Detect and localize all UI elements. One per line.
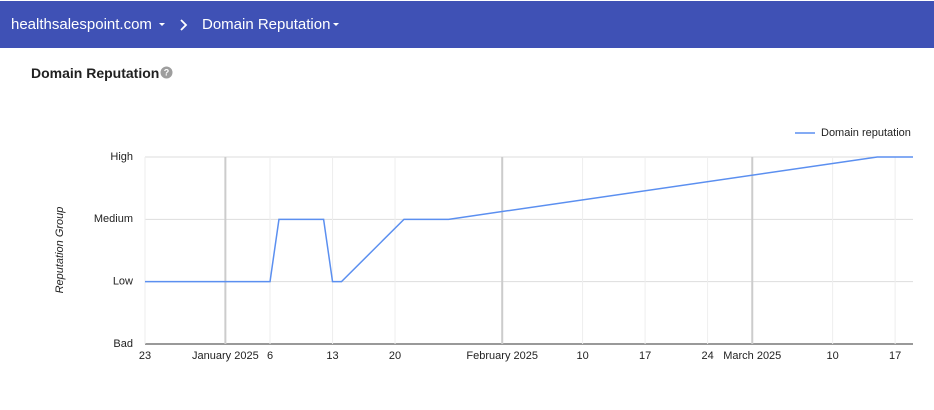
- x-tick-label: January 2025: [192, 350, 259, 362]
- panel-title: Domain Reputation: [31, 65, 160, 81]
- help-icon[interactable]: ?: [160, 66, 173, 79]
- y-tick-label: Low: [113, 276, 133, 288]
- y-tick-label: Medium: [94, 213, 133, 225]
- x-tick-label: 13: [326, 350, 338, 362]
- x-tick-label: 6: [267, 350, 273, 362]
- top-bar: healthsalespoint.com Domain Reputation: [0, 1, 934, 48]
- x-tick-label: 20: [389, 350, 401, 362]
- x-tick-label: February 2025: [466, 350, 538, 362]
- x-tick-label: 10: [827, 350, 839, 362]
- x-tick-label: 23: [139, 350, 151, 362]
- y-tick-label: Bad: [113, 338, 133, 350]
- dropdown-icon: [159, 23, 165, 26]
- x-tick-label: 17: [889, 350, 901, 362]
- data-line: [145, 156, 913, 283]
- x-tick-label: 24: [701, 350, 713, 362]
- y-tick-label: High: [110, 151, 133, 163]
- section-selector[interactable]: Domain Reputation: [202, 16, 331, 33]
- dropdown-icon: [333, 23, 339, 26]
- y-axis-label: Reputation Group: [54, 207, 66, 294]
- chevron: [180, 19, 188, 31]
- domain-selector[interactable]: healthsalespoint.com: [11, 16, 152, 33]
- x-tick-label: March 2025: [723, 350, 781, 362]
- x-tick-label: 10: [576, 350, 588, 362]
- svg-text:?: ?: [164, 67, 170, 77]
- x-tick-label: 17: [639, 350, 651, 362]
- legend-label: Domain reputation: [821, 127, 911, 139]
